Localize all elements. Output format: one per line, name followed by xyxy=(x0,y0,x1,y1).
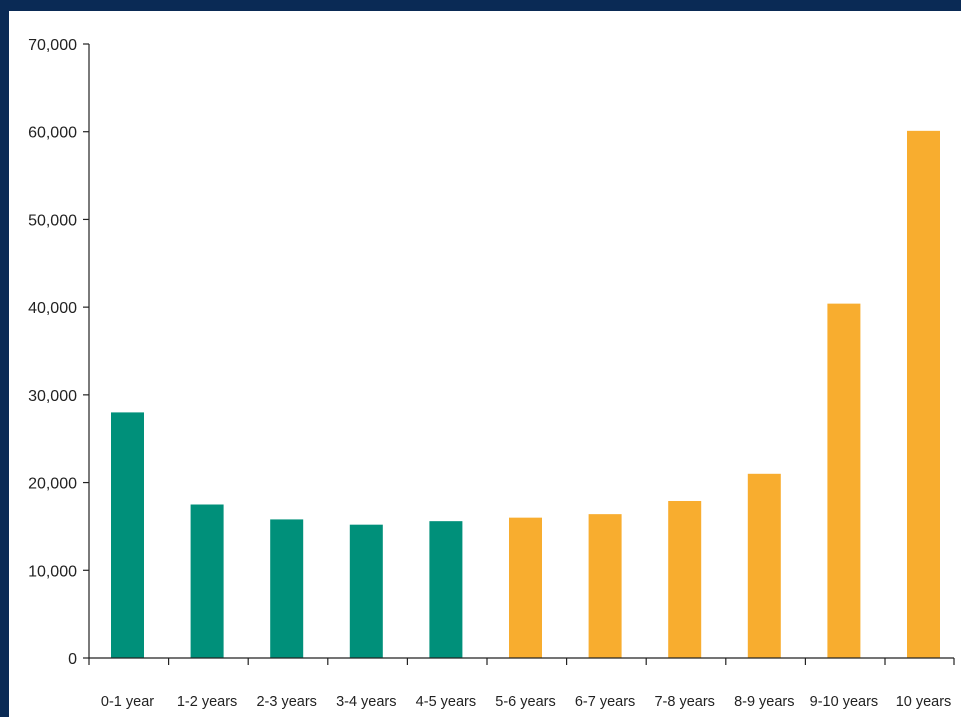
bar-2-3-years xyxy=(270,519,304,658)
x-tick-label: 9-10 years xyxy=(810,694,879,710)
x-tick-label: 10 years xyxy=(896,694,952,710)
y-tick-label: 50,000 xyxy=(28,212,77,229)
y-tick-label: 0 xyxy=(68,651,77,668)
x-tick-label: 0-1 year xyxy=(101,694,154,710)
bar-7-8-years xyxy=(668,500,702,658)
bar-0-1-year xyxy=(111,412,144,658)
chart-frame: 0 10,000 20,000 30,000 40,000 50,000 60,000 70,… xyxy=(9,11,961,717)
bars xyxy=(111,130,940,658)
x-tick-label: 3-4 years xyxy=(336,694,396,710)
bar-9-10-years xyxy=(827,303,861,658)
bar-6-7-years xyxy=(588,514,622,658)
y-axis: 0 10,000 20,000 30,000 40,000 50,000 60,000 70,… xyxy=(28,37,90,668)
x-axis: 0-1 year 1-2 years 2-3 years 3-4 years 4-5 y… xyxy=(88,657,955,710)
y-tick-label: 70,000 xyxy=(28,37,77,54)
x-tick-label: 2-3 years xyxy=(256,694,316,710)
x-tick-label: 1-2 years xyxy=(177,694,237,710)
x-tick-label: 6-7 years xyxy=(575,694,635,710)
y-tick-label: 60,000 xyxy=(28,125,77,142)
x-tick-label: 8-9 years xyxy=(734,694,794,710)
bar-chart: 0 10,000 20,000 30,000 40,000 50,000 60,000 70,… xyxy=(28,37,955,710)
bar-3-4-years xyxy=(349,524,383,658)
x-tick-label: 5-6 years xyxy=(495,694,555,710)
x-tick-label: 4-5 years xyxy=(416,694,476,710)
y-tick-label: 40,000 xyxy=(28,300,77,317)
bar-10-years xyxy=(907,130,940,658)
y-tick-label: 30,000 xyxy=(28,388,77,405)
bar-8-9-years xyxy=(747,473,781,658)
bar-5-6-years xyxy=(509,517,542,658)
y-tick-label: 20,000 xyxy=(28,476,77,493)
x-tick-label: 7-8 years xyxy=(654,694,714,710)
bar-4-5-years xyxy=(429,521,463,658)
y-tick-label: 10,000 xyxy=(28,563,77,580)
bar-1-2-years xyxy=(190,504,224,658)
